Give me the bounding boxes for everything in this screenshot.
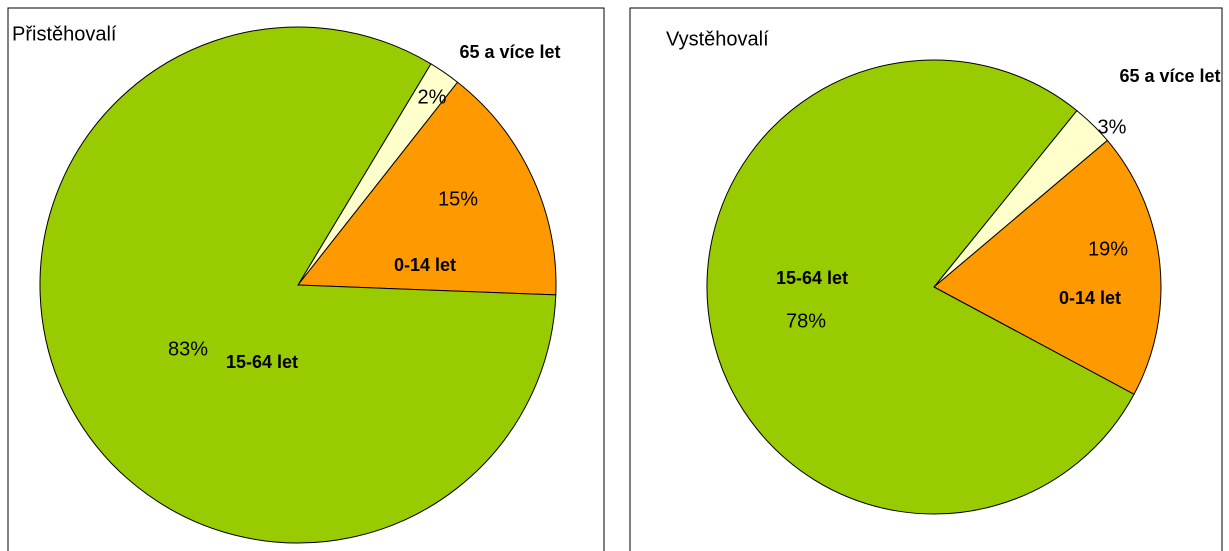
value-label: 15%	[438, 188, 478, 210]
category-label-box: 65 a více let	[448, 20, 572, 84]
category-label: 65 a více let	[1119, 66, 1221, 86]
category-label-wrap: 0-14 let	[1028, 266, 1152, 330]
category-label-box: 0-14 let	[1028, 266, 1152, 330]
value-label: 78%	[786, 310, 826, 332]
category-label: 0-14 let	[1058, 288, 1122, 308]
category-label-box: 15-64 let	[200, 330, 324, 394]
value-label: 19%	[1088, 238, 1128, 260]
category-label-box: 65 a více let	[1108, 44, 1229, 108]
category-label-box: 0-14 let	[363, 233, 487, 297]
category-label-wrap: 65 a více let	[1108, 44, 1229, 108]
category-label-wrap: 15-64 let	[750, 246, 874, 310]
value-label: 83%	[168, 338, 208, 360]
category-label: 15-64 let	[225, 352, 299, 372]
category-label: 0-14 let	[393, 255, 457, 275]
chart-title: Přistěhovalí	[12, 23, 117, 45]
value-label: 2%	[418, 86, 447, 108]
pie-slice	[297, 81, 557, 296]
category-label-wrap: 0-14 let	[363, 233, 487, 297]
category-label: 15-64 let	[775, 268, 849, 288]
pie-slice	[933, 139, 1162, 395]
pie-slice	[706, 59, 1135, 515]
chart-title: Vystěhovalí	[666, 28, 769, 50]
category-label-box: 15-64 let	[750, 246, 874, 310]
value-label: 3%	[1098, 116, 1127, 138]
category-label-wrap: 15-64 let	[200, 330, 324, 394]
category-label-wrap: 65 a více let	[448, 20, 572, 84]
pie-slice	[39, 26, 557, 544]
category-label: 65 a více let	[459, 42, 561, 62]
